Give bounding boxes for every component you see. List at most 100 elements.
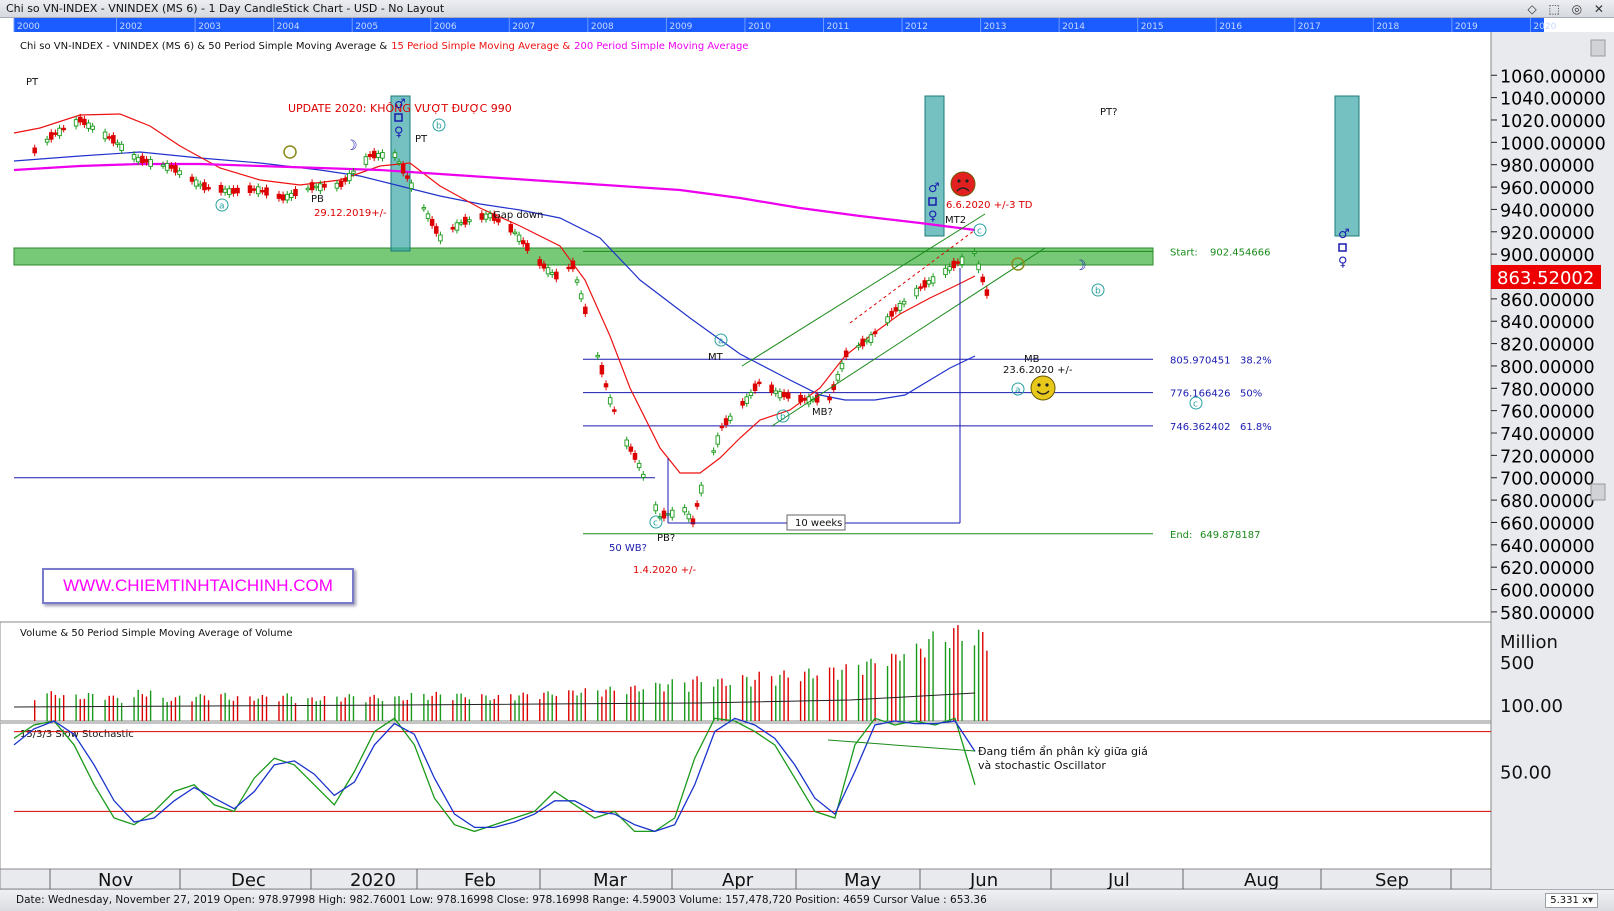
price-tick-label: 700.00000 [1500,470,1595,490]
candlestick [599,364,605,375]
candlestick [53,132,58,135]
window-controls[interactable]: ◇ ⬚ ◎ ✕ [1527,2,1608,16]
candlestick [82,118,87,126]
candlestick [115,142,120,145]
volume-panel-title: Volume & 50 Period Simple Moving Average… [20,628,293,639]
candlestick [835,373,841,381]
overview-year-label: 2000 [17,22,40,32]
wave-label-circle [714,333,728,347]
candlestick [922,280,928,288]
candlestick [400,163,406,174]
candlestick [943,267,948,276]
overview-year-label: 2018 [1376,22,1399,32]
annotation-mt-apr: MT [708,352,724,363]
price-tick-label: 660.00000 [1500,514,1595,534]
wave-label: c [977,227,982,237]
price-tick-label: 1000.00000 [1500,134,1606,154]
price-tick-label: 800.00000 [1500,358,1595,378]
candlestick [44,138,50,143]
candlestick [885,316,890,324]
wave-label: c [1193,400,1198,410]
stochastic-d-line [13,717,976,833]
website-banner[interactable]: WWW.CHIEMTINHTAICHINH.COM [42,568,354,604]
candlestick [218,184,224,193]
zoom-in-button[interactable] [1590,39,1606,57]
scroll-button[interactable] [1590,483,1606,501]
candlestick [363,156,369,165]
wave-label: b [780,413,786,423]
candlestick [450,227,456,230]
overview-year-label: 2002 [120,22,143,32]
candlestick [715,435,721,445]
chart-area[interactable]: 2000 2002 2003 2004 2005 2006 2007 2008 2009 2010… [0,18,1614,889]
annotation-gap-down: Gap down [493,210,543,221]
annotation-mb-may: MB? [812,407,833,418]
overview-year-label: 2004 [277,22,300,32]
annotation-mb-jun: MB [1024,354,1040,365]
sad-face-icon-mouth [956,187,970,192]
stochastic-tick-label: 100.00 [1500,696,1563,717]
annotation-wb-mar: 50 WB? [609,543,647,554]
wave-label-circle [973,223,987,237]
wave-label-circle [215,198,229,212]
venus-icon: ♀ [928,209,938,224]
divergence-line [827,739,976,752]
time-window-bar [390,95,411,252]
overview-year-label: 2005 [355,22,378,32]
stochastic-panel: 15/3/3 Slow Stochastic 100.00 50.00 Đang ti… [0,696,1563,870]
volume-sma-line [13,692,976,708]
x-axis-month-label: Mar [593,870,628,889]
candlestick [491,213,497,221]
wave-label: a [1015,386,1021,396]
candlestick [641,473,646,478]
x-axis: Nov Dec 2020 Feb Mar Apr May Jun Jul Aug Sep [0,868,1492,889]
zoom-level[interactable]: 5.331 x▾ [1545,893,1598,908]
candlestick [520,240,526,245]
fib-level-value: 805.970451 [1170,355,1230,366]
price-tick-label: 960.00000 [1500,179,1595,199]
wave-label-circle [649,515,663,529]
price-tick-label: 980.00000 [1500,157,1595,177]
candlestick [516,234,522,242]
candlestick [694,503,700,507]
x-axis-month-label: Jul [1107,870,1130,889]
wave-label: b [1095,287,1101,297]
overview-year-label: 2003 [198,22,221,32]
candlestick [280,194,286,201]
candlestick [347,172,352,182]
candlestick [897,303,903,311]
candlestick [583,306,588,315]
candlestick [77,116,83,123]
annotation-date-mb: 23.6.2020 +/- [1003,365,1073,376]
candlestick [318,183,323,192]
candlestick [537,259,543,266]
price-tick-label: 840.00000 [1500,313,1595,333]
overview-year-label: 2015 [1141,22,1164,32]
candlestick [980,276,986,283]
candlestick [893,307,899,312]
wave-label-circle [1011,382,1025,396]
status-bar: Date: Wednesday, November 27, 2019 Open:… [0,889,1614,911]
wave-label-circle [776,409,790,423]
candlestick [313,185,319,189]
candlestick [748,392,754,397]
candlestick [612,409,617,412]
candlestick [106,136,112,139]
candlestick [334,182,340,189]
candlestick [632,453,638,460]
candlestick [839,362,845,370]
sad-face-icon-eye [957,179,961,183]
candlestick [371,150,377,159]
cycle-ring-marker [1011,257,1025,271]
x-axis-month-label: Feb [464,870,496,889]
candlestick [438,234,443,242]
candlestick [396,161,402,164]
legend-sma200: 200 Period Simple Moving Average [574,41,748,52]
candlestick [86,122,91,129]
venus-icon: ♀ [394,125,404,140]
fib-level-pct: 50% [1240,389,1262,400]
candlestick [140,155,145,164]
mars-icon: ♂ [928,181,940,196]
candlestick [429,218,435,226]
wave-label-circle [1091,283,1105,297]
